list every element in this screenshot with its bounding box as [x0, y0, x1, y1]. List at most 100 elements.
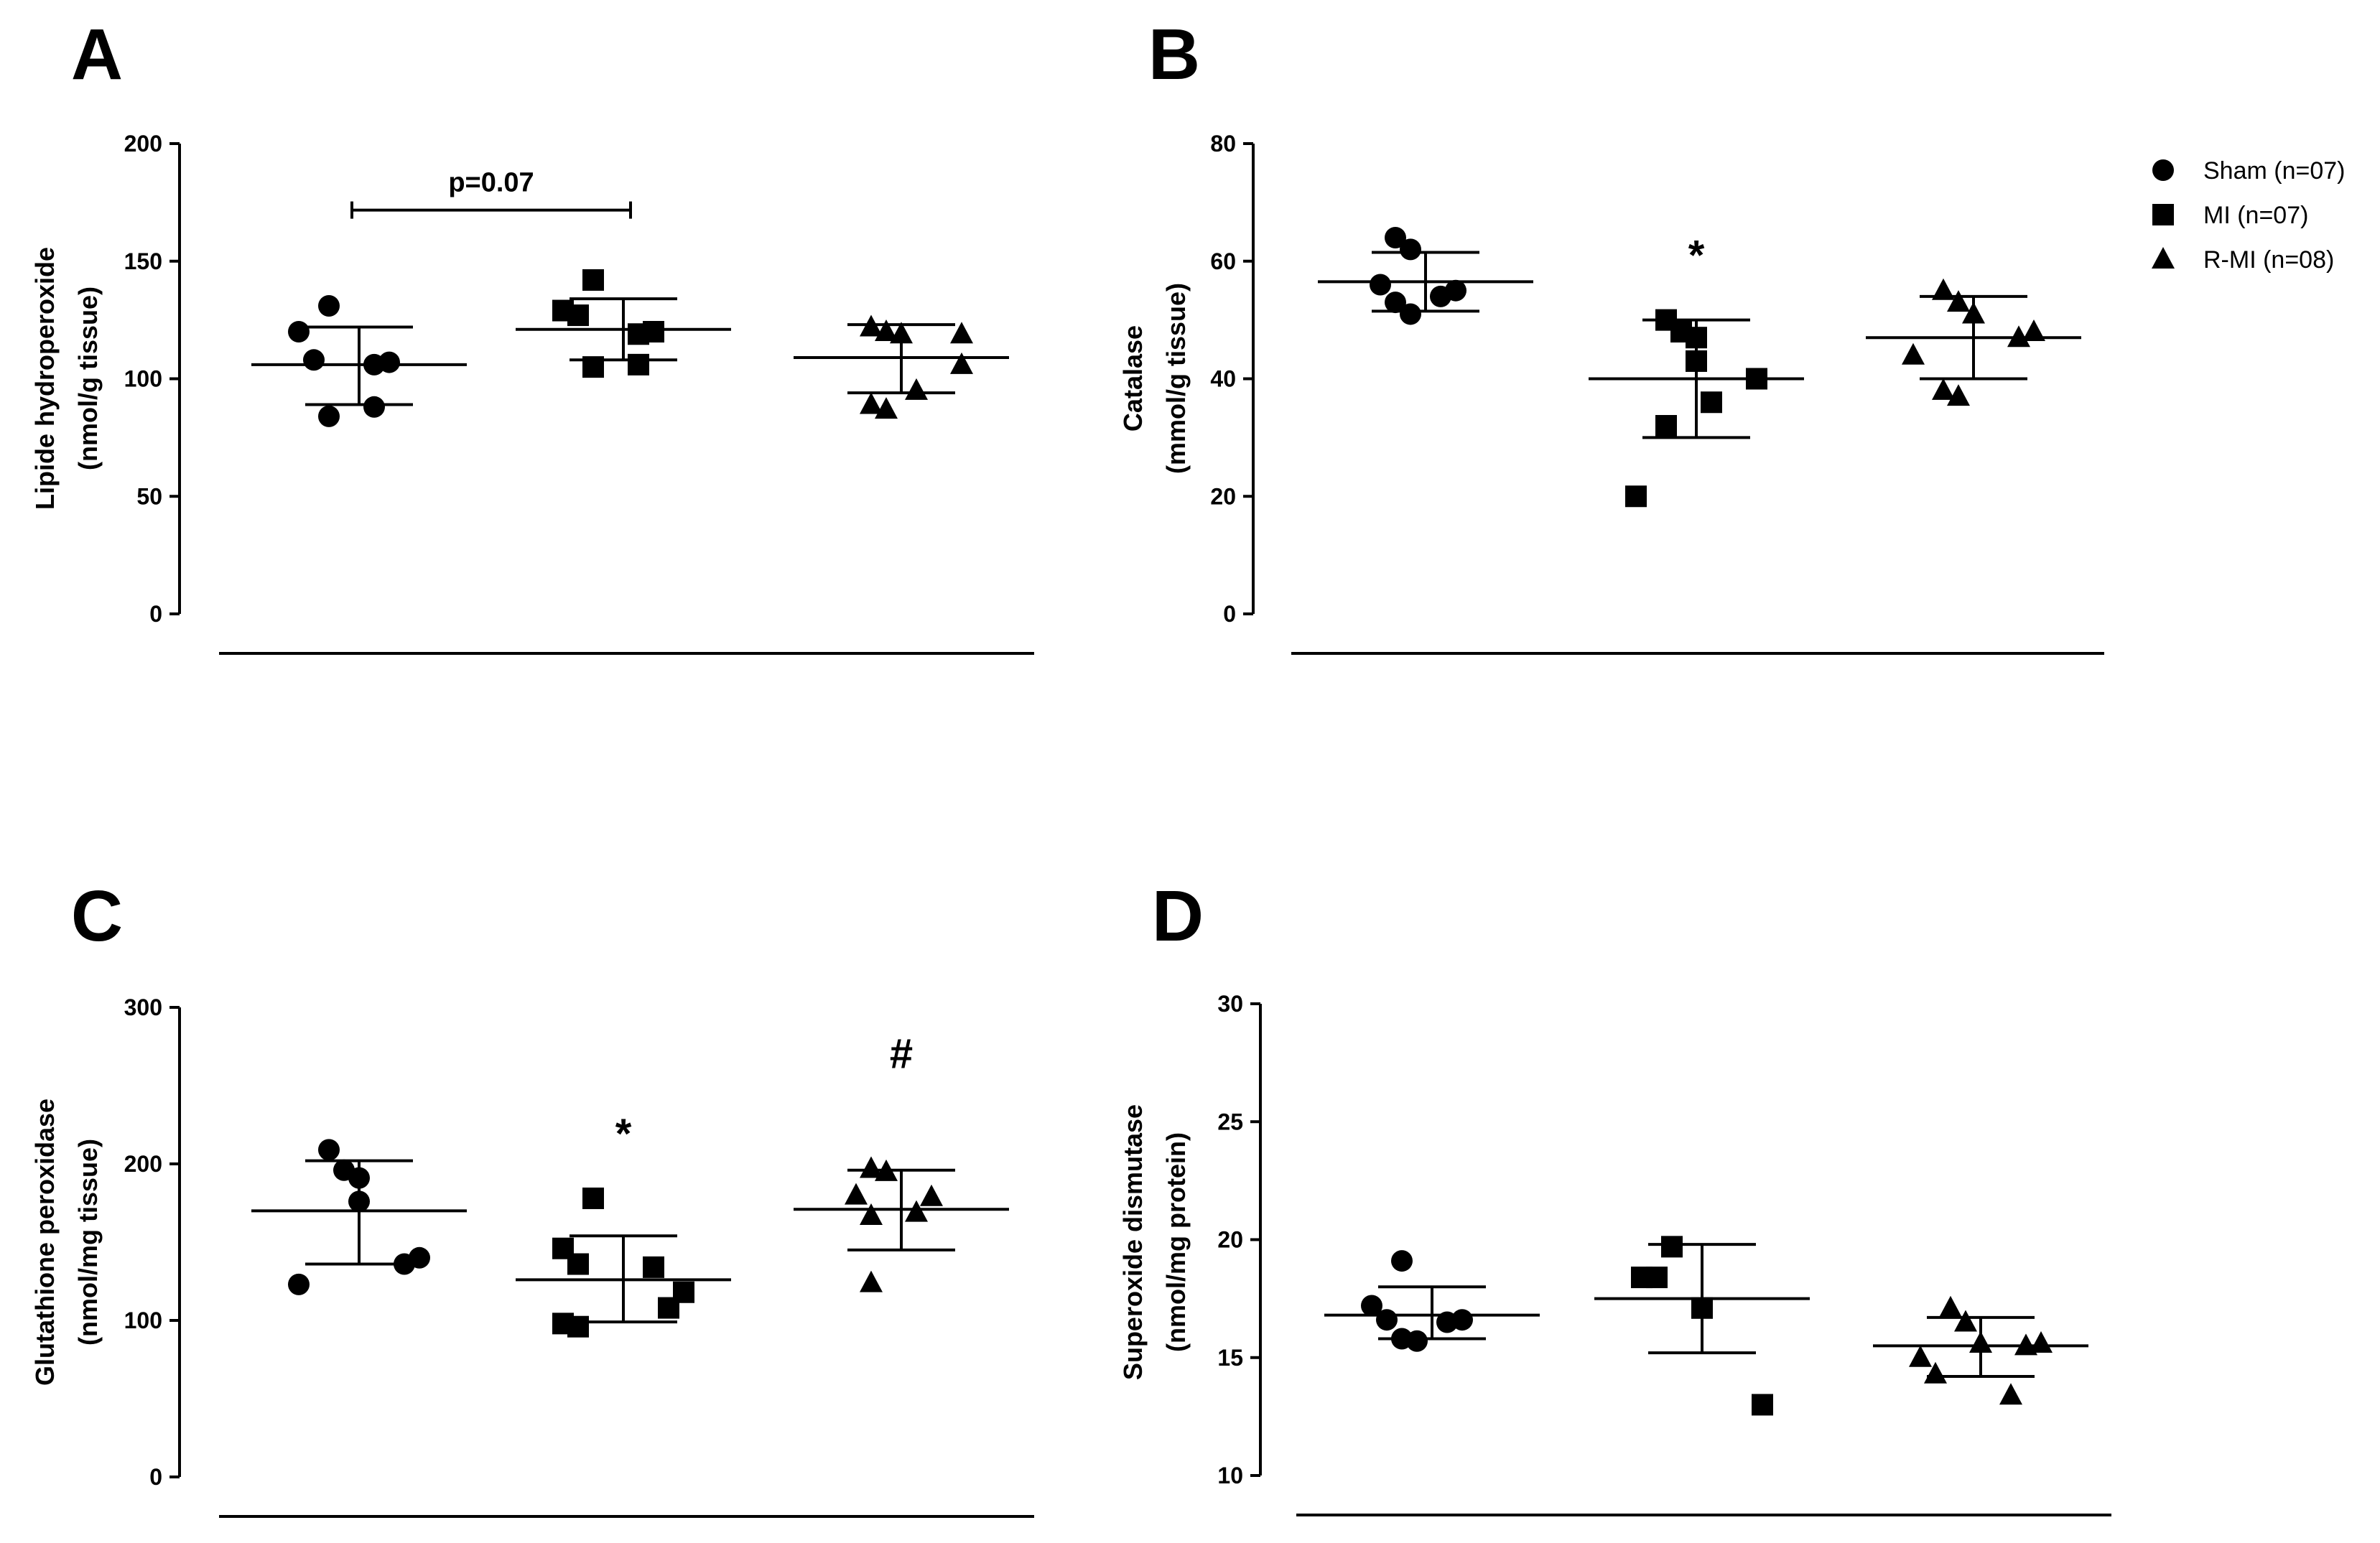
data-point-triangle: [875, 397, 898, 419]
panel-letter: D: [1152, 876, 1204, 956]
legend-label: R-MI (n=08): [2203, 246, 2334, 274]
data-point-circle: [1376, 1309, 1398, 1331]
legend-label: MI (n=07): [2203, 202, 2308, 229]
panel-letter: A: [71, 14, 123, 95]
group-mi: [1594, 1236, 1810, 1416]
data-point-triangle: [1932, 378, 1955, 400]
data-point-triangle: [860, 392, 883, 414]
y-axis-unit-label: (nmol/g tissue): [73, 286, 103, 470]
y-tick-label: 0: [149, 1464, 162, 1490]
y-axis-label: Superoxide dismutase: [1118, 1104, 1148, 1380]
data-point-triangle: [1924, 1361, 1947, 1384]
y-tick-label: 0: [1223, 601, 1236, 627]
data-point-circle: [1406, 1330, 1428, 1352]
data-point-circle: [1430, 285, 1451, 307]
data-point-triangle: [2022, 320, 2045, 341]
group-mi: *: [516, 1111, 731, 1338]
legend-label: Sham (n=07): [2203, 157, 2346, 185]
y-tick-label: 100: [124, 1307, 162, 1333]
y-tick-label: 15: [1217, 1345, 1243, 1371]
data-point-square: [582, 1187, 604, 1209]
data-point-triangle: [1999, 1383, 2022, 1405]
y-tick-label: 80: [1210, 131, 1236, 157]
significance-bracket: p=0.07: [350, 168, 632, 219]
data-point-circle: [318, 405, 340, 427]
data-point-circle: [318, 1139, 340, 1161]
data-point-square: [1655, 415, 1677, 437]
y-tick-label: 100: [124, 366, 162, 392]
data-point-triangle: [950, 322, 973, 344]
data-point-square: [1752, 1394, 1773, 1416]
y-tick-label: 150: [124, 248, 162, 274]
y-tick-label: 10: [1217, 1463, 1243, 1488]
data-point-triangle: [1909, 1345, 1932, 1367]
group-r-mi: [794, 314, 1009, 419]
data-point-square: [552, 299, 574, 322]
group-sham: [1318, 227, 1533, 325]
data-point-circle: [1385, 227, 1406, 248]
data-point-triangle: [1954, 1310, 1977, 1332]
y-tick-label: 20: [1217, 1227, 1243, 1253]
panel-d: D 10 15 20 25 30 Superoxide dismutase (nmol/mg …: [1118, 876, 2111, 1516]
group-r-mi: #: [794, 1031, 1009, 1292]
data-point-triangle: [860, 1203, 883, 1225]
data-point-triangle: [1902, 342, 1925, 365]
group-mi: [516, 269, 731, 378]
data-point-square: [1646, 1267, 1668, 1289]
legend-entry: MI (n=07): [2152, 202, 2308, 229]
y-tick-label: 40: [1210, 366, 1236, 392]
data-point-triangle: [1939, 1295, 1962, 1318]
data-point-triangle: [875, 320, 898, 341]
y-tick-label: 20: [1210, 483, 1236, 509]
y-tick-label: 300: [124, 994, 162, 1020]
data-point-triangle: [905, 378, 928, 400]
significance-marker: *: [1688, 233, 1705, 279]
panel-c: C 0 100 200 300 Glutathione peroxidase (nmol/m…: [30, 876, 1034, 1518]
y-axis-label: Glutathione peroxidase: [30, 1099, 60, 1386]
data-point-triangle: [1947, 290, 1970, 312]
y-axis-label: Catalase: [1118, 325, 1148, 432]
data-point-circle: [1436, 1311, 1458, 1333]
data-point-circle: [1385, 292, 1406, 314]
data-point-square: [567, 1253, 589, 1275]
data-point-circle: [1361, 1295, 1382, 1317]
data-point-triangle: [1947, 384, 1970, 406]
data-point-triangle: [860, 1270, 883, 1292]
data-point-triangle: [2030, 1331, 2053, 1353]
p-value-label: p=0.07: [448, 168, 534, 198]
legend-marker-triangle: [2152, 247, 2175, 269]
data-point-circle: [1400, 303, 1421, 325]
group-mi: *: [1589, 233, 1804, 508]
panel-letter: B: [1148, 14, 1200, 95]
data-point-triangle: [860, 1156, 883, 1178]
y-axis-unit-label: (mmol/g tissue): [1161, 283, 1191, 474]
group-sham: [251, 294, 467, 427]
data-point-circle: [363, 396, 385, 418]
data-point-circle: [303, 349, 325, 371]
data-point-circle: [318, 294, 340, 317]
panel-b: B 0 20 40 60 80 Catalase (mmol/g tissue) *: [1118, 14, 2104, 655]
data-point-triangle: [950, 352, 973, 374]
data-point-square: [1661, 1236, 1683, 1258]
group-sham: [1324, 1250, 1540, 1352]
y-tick-label: 200: [124, 1151, 162, 1177]
data-point-circle: [288, 1273, 310, 1295]
y-axis-unit-label: (nmol/mg protein): [1161, 1132, 1191, 1352]
legend-entry: Sham (n=07): [2152, 157, 2346, 185]
y-tick-label: 60: [1210, 248, 1236, 274]
legend: Sham (n=07) MI (n=07) R-MI (n=08): [2152, 157, 2346, 274]
data-point-square: [567, 1315, 589, 1338]
legend-marker-square: [2152, 204, 2174, 225]
panel-letter: C: [71, 876, 123, 956]
data-point-square: [628, 323, 649, 345]
data-point-triangle: [905, 1200, 928, 1222]
data-point-circle: [1391, 1250, 1413, 1272]
data-point-square: [1701, 391, 1722, 414]
data-point-circle: [1370, 274, 1391, 296]
y-tick-label: 30: [1217, 991, 1243, 1017]
data-point-triangle: [845, 1183, 868, 1205]
data-point-triangle: [920, 1184, 943, 1206]
y-axis-unit-label: (nmol/mg tissue): [73, 1139, 103, 1346]
